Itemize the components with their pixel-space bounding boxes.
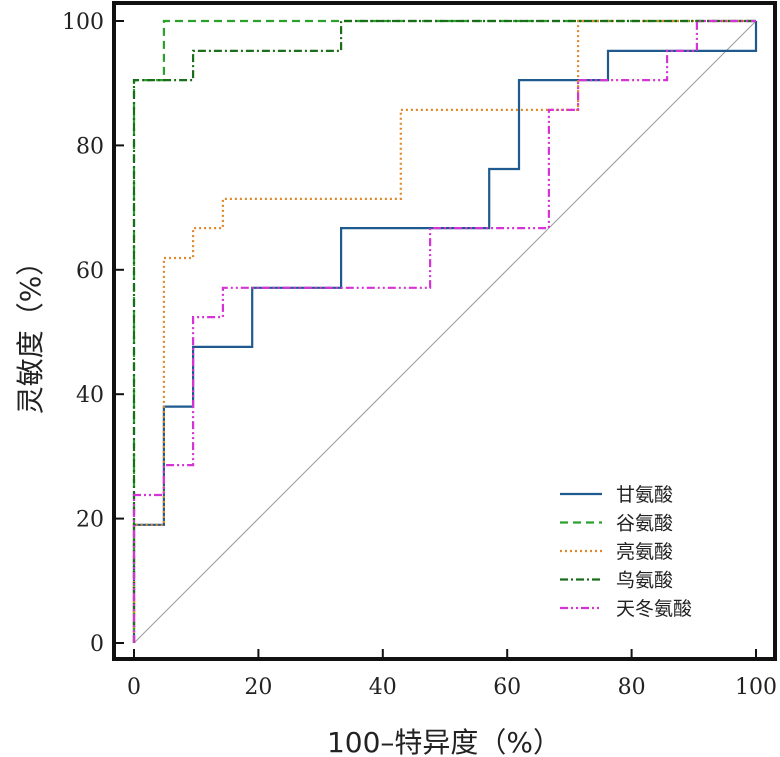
x-tick-label: 60 bbox=[493, 675, 521, 700]
x-tick-label: 100 bbox=[735, 675, 777, 700]
reference-diagonal-line bbox=[133, 20, 757, 644]
series-line-5 bbox=[132, 19, 756, 643]
legend-label-3: 亮氨酸 bbox=[616, 541, 673, 563]
x-tick-label: 20 bbox=[244, 675, 272, 700]
y-tick-label: 20 bbox=[76, 508, 104, 533]
legend-label-2: 谷氨酸 bbox=[616, 513, 673, 535]
y-tick-label: 60 bbox=[76, 259, 104, 284]
tick-layer: 0 20 40 60 80 100 0 20 40 60 80 100 bbox=[62, 10, 777, 700]
x-tick-label: 40 bbox=[369, 675, 397, 700]
legend-label-1: 甘氨酸 bbox=[616, 484, 673, 506]
x-tick-label: 80 bbox=[618, 675, 646, 700]
x-axis-label: 100–特异度（%） bbox=[327, 726, 561, 757]
reference-diagonal-layer bbox=[133, 20, 757, 644]
x-tick-label: 0 bbox=[127, 675, 141, 700]
y-tick-label: 80 bbox=[76, 134, 104, 159]
y-axis-label: 灵敏度（%） bbox=[14, 248, 47, 415]
y-tick-label: 100 bbox=[62, 10, 104, 35]
legend-label-4: 鸟氨酸 bbox=[616, 570, 673, 592]
series-line-4 bbox=[132, 19, 756, 643]
series-layer bbox=[132, 19, 758, 643]
y-tick-label: 0 bbox=[90, 632, 104, 657]
y-tick-label: 40 bbox=[76, 383, 104, 408]
legend-label-5: 天冬氨酸 bbox=[616, 598, 692, 620]
